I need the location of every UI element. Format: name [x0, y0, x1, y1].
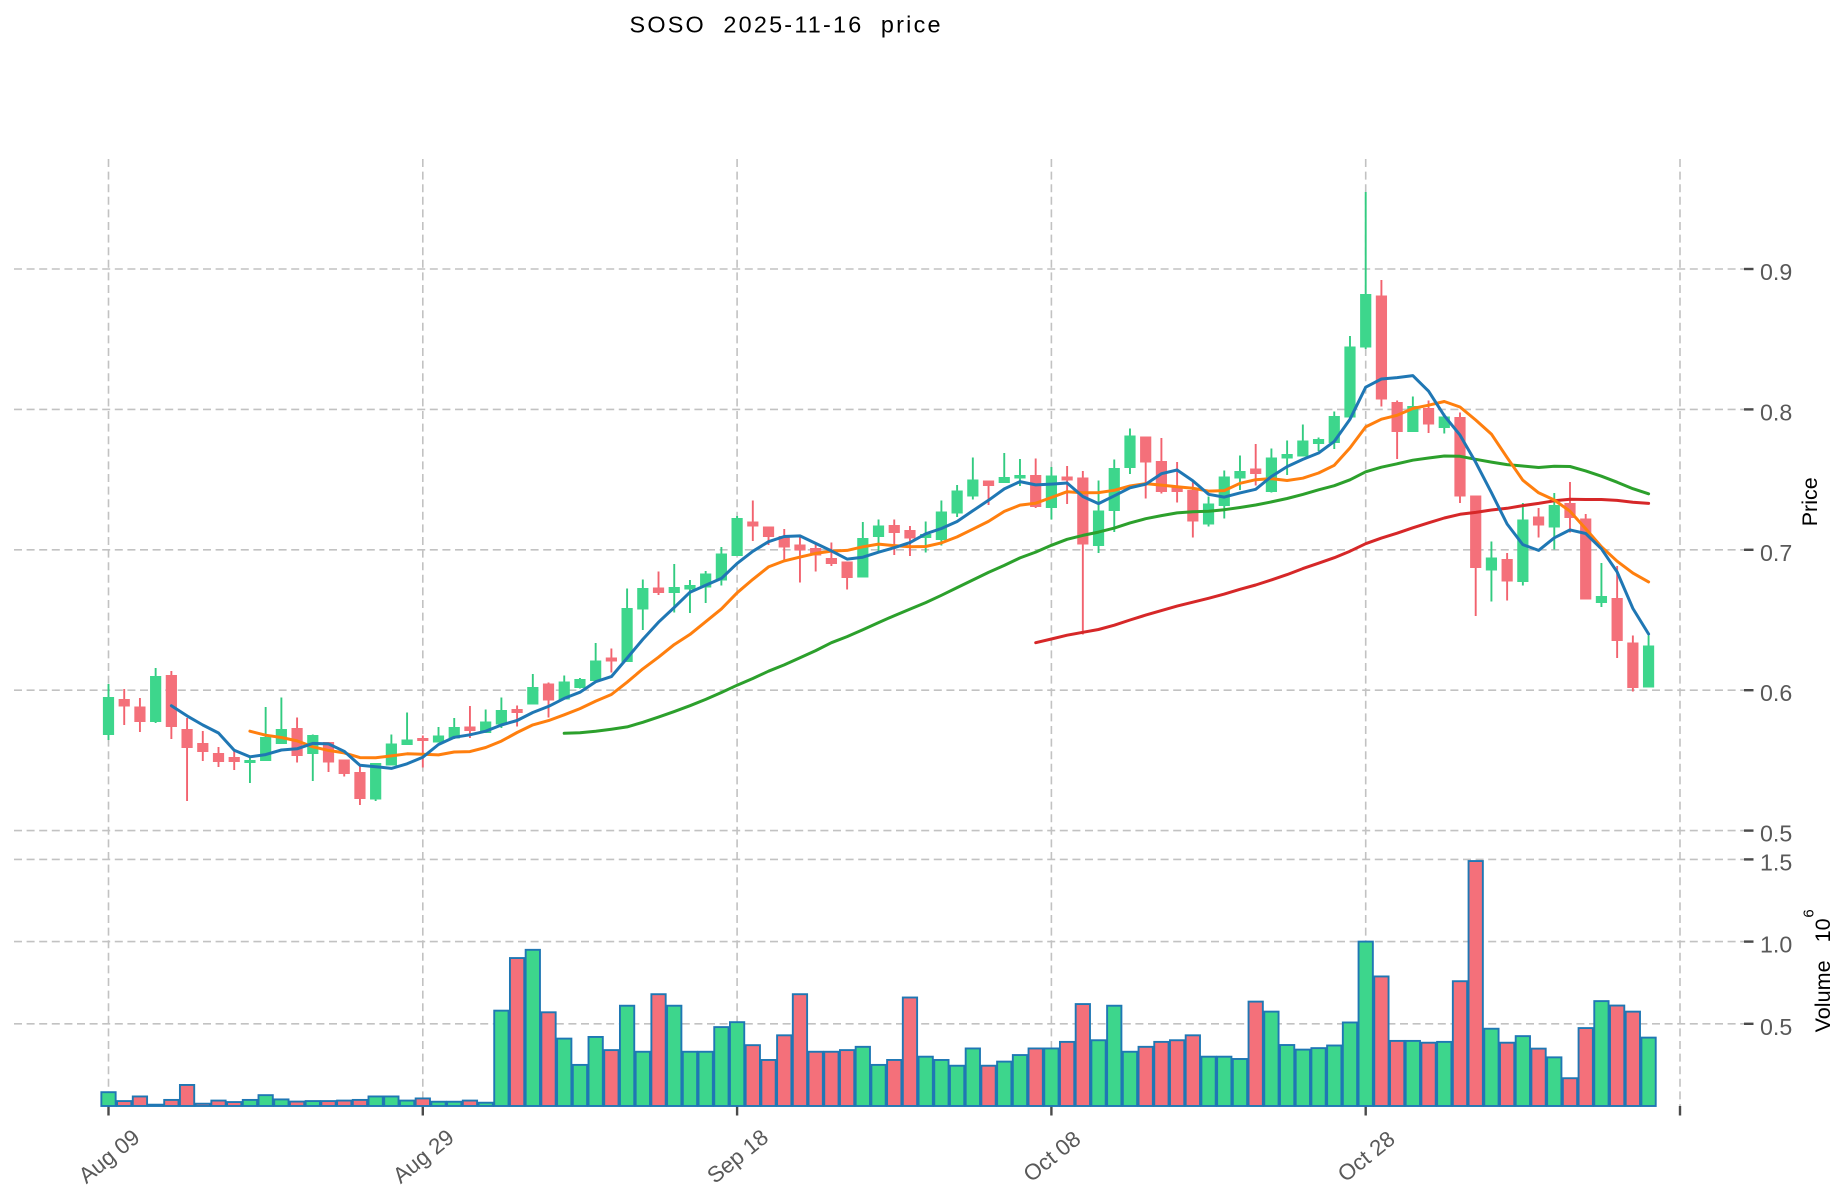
svg-text:Volume 10: Volume 10 — [1810, 918, 1835, 1032]
svg-text:0.7: 0.7 — [1760, 540, 1792, 566]
svg-text:0.8: 0.8 — [1760, 399, 1792, 425]
svg-text:0.5: 0.5 — [1760, 1014, 1792, 1040]
svg-text:1.5: 1.5 — [1760, 849, 1792, 875]
svg-text:Price: Price — [1798, 477, 1822, 526]
svg-text:SOSO 2025-11-16 price: SOSO 2025-11-16 price — [630, 12, 941, 38]
svg-text:1.0: 1.0 — [1760, 932, 1792, 958]
svg-text:0.5: 0.5 — [1760, 821, 1792, 847]
svg-text:0.9: 0.9 — [1760, 259, 1792, 285]
svg-text:0.6: 0.6 — [1760, 680, 1792, 706]
svg-text:6: 6 — [1801, 909, 1818, 917]
